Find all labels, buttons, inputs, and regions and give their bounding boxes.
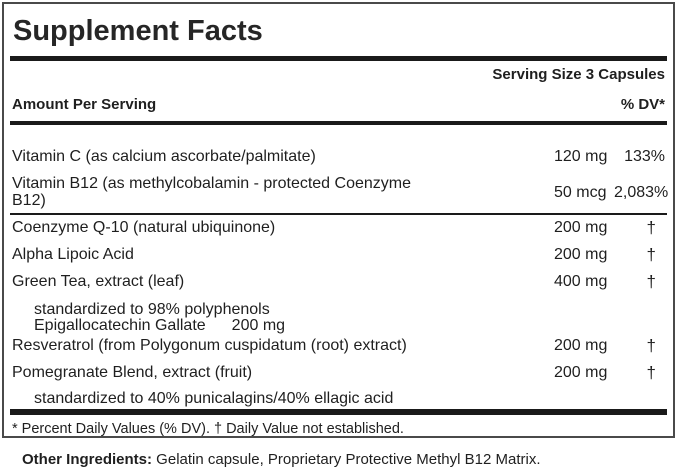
table-row-green-tea: Green Tea, extract (leaf) 400 mg † (12, 273, 665, 290)
egcg-label: Epigallocatechin Gallate (34, 317, 206, 335)
ingredient-name: Pomegranate Blend, extract (fruit) (12, 364, 253, 382)
ingredient-dv: † (646, 272, 656, 292)
ingredient-name: Vitamin B12 (as methylcobalamin - protec… (12, 175, 411, 210)
table-row-resveratrol: Resveratrol (from Polygonum cuspidatum (… (12, 337, 665, 354)
table-row-vitamin-c: Vitamin C (as calcium ascorbate/palmitat… (12, 148, 665, 165)
egcg-amount: 200 mg (231, 317, 286, 335)
daily-value-footnote: * Percent Daily Values (% DV). † Daily V… (12, 421, 404, 438)
table-row-coenzyme-q10: Coenzyme Q-10 (natural ubiquinone) 200 m… (12, 219, 665, 236)
ingredient-dv: † (646, 363, 656, 383)
other-ingredients-text: Gelatin capsule, Proprietary Protective … (152, 451, 541, 468)
ingredient-dv: † (646, 336, 656, 356)
ingredient-amount: 200 mg (554, 246, 608, 264)
ingredient-name: Coenzyme Q-10 (natural ubiquinone) (12, 219, 276, 237)
percent-dv-header: % DV* (620, 96, 665, 114)
ingredient-name: Vitamin C (as calcium ascorbate/palmitat… (12, 148, 316, 166)
other-ingredients-label: Other Ingredients: (22, 451, 153, 468)
ingredient-dv: † (646, 218, 656, 238)
ingredient-amount: 120 mg (554, 148, 608, 166)
ingredient-dv: † (646, 245, 656, 265)
ingredient-amount: 200 mg (554, 337, 608, 355)
green-tea-standardization-note: standardized to 98% polyphenols (34, 301, 270, 319)
serving-size-text: Serving Size 3 Capsules (492, 66, 665, 84)
divider-thin-mid (10, 213, 667, 216)
ingredient-name: Green Tea, extract (leaf) (12, 273, 185, 291)
column-header-row: Amount Per Serving % DV* (12, 96, 665, 113)
supplement-facts-panel: Supplement Facts Serving Size 3 Capsules… (2, 2, 675, 438)
table-row-alpha-lipoic-acid: Alpha Lipoic Acid 200 mg † (12, 246, 665, 263)
other-ingredients-line: Other Ingredients: Gelatin capsule, Prop… (22, 451, 541, 468)
divider-under-header (10, 121, 667, 126)
ingredient-dv: 133% (624, 148, 665, 166)
ingredient-amount: 200 mg (554, 219, 608, 237)
panel-title: Supplement Facts (13, 15, 263, 47)
ingredient-name: Alpha Lipoic Acid (12, 246, 134, 264)
ingredient-amount: 200 mg (554, 364, 608, 382)
ingredient-amount: 50 mcg (554, 183, 607, 201)
divider-thick-top (10, 56, 667, 62)
ingredient-dv: 2,083% (614, 183, 669, 201)
ingredient-amount: 400 mg (554, 273, 608, 291)
table-row-vitamin-b12: Vitamin B12 (as methylcobalamin - protec… (12, 175, 669, 210)
divider-thick-bottom (10, 409, 667, 416)
pomegranate-standardization-note: standardized to 40% punicalagins/40% ell… (34, 390, 394, 408)
ingredient-name: Resveratrol (from Polygonum cuspidatum (… (12, 337, 407, 355)
amount-per-serving-header: Amount Per Serving (12, 96, 157, 114)
table-row-pomegranate: Pomegranate Blend, extract (fruit) 200 m… (12, 364, 665, 381)
green-tea-egcg-note: Epigallocatechin Gallate 200 mg (34, 318, 665, 334)
